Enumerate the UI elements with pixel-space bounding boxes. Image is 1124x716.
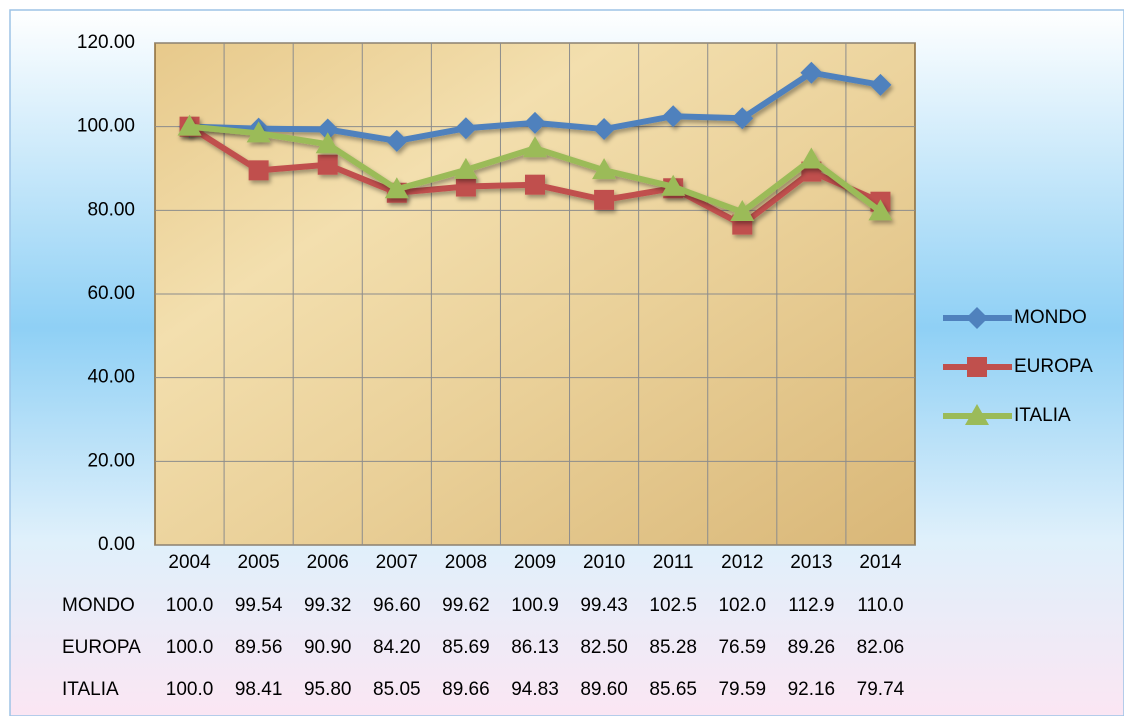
marker [246, 121, 271, 143]
y-tick-label: 40.00 [87, 367, 135, 388]
table-value: 89.26 [788, 637, 836, 658]
table-value: 99.54 [235, 595, 283, 616]
y-tick-label: 60.00 [87, 283, 135, 304]
x-tick-label: 2010 [583, 552, 625, 573]
marker [317, 154, 338, 175]
x-tick-label: 2005 [237, 552, 279, 573]
table-value: 100.0 [166, 679, 214, 700]
table-value: 86.13 [511, 637, 559, 658]
table-value: 98.41 [235, 679, 283, 700]
table-value: 85.05 [373, 679, 421, 700]
marker [315, 132, 340, 154]
table-value: 85.28 [649, 637, 697, 658]
marker [730, 200, 755, 222]
table-value: 85.65 [649, 679, 697, 700]
x-tick-label: 2013 [790, 552, 832, 573]
legend-label: MONDO [1014, 307, 1087, 328]
marker [800, 61, 823, 84]
table-value: 82.06 [857, 637, 905, 658]
table-value: 85.69 [442, 637, 490, 658]
marker [731, 107, 754, 130]
table-value: 99.32 [304, 595, 352, 616]
table-value: 89.60 [580, 679, 628, 700]
table-value: 102.0 [718, 595, 766, 616]
table-value: 95.80 [304, 679, 352, 700]
table-value: 99.43 [580, 595, 628, 616]
marker [177, 114, 202, 136]
marker [869, 73, 892, 96]
marker [384, 177, 409, 199]
marker [455, 176, 476, 197]
table-value: 89.66 [442, 679, 490, 700]
x-tick-label: 2006 [307, 552, 349, 573]
legend-label: ITALIA [1014, 405, 1071, 426]
marker [799, 147, 824, 169]
x-tick-label: 2007 [376, 552, 418, 573]
legend-item: ITALIA [943, 404, 1071, 426]
table-row-label: MONDO [62, 595, 135, 616]
marker [524, 111, 546, 134]
marker [593, 118, 616, 141]
table-value: 79.59 [718, 679, 766, 700]
table-value: 99.62 [442, 595, 490, 616]
table-value: 84.20 [373, 637, 421, 658]
marker [592, 158, 617, 180]
table-value: 94.83 [511, 679, 559, 700]
y-tick-label: 120.00 [77, 32, 135, 53]
table-value: 110.0 [857, 595, 903, 616]
legend-item: EUROPA [943, 356, 1093, 377]
marker [525, 174, 545, 195]
marker [453, 157, 478, 179]
y-tick-label: 0.00 [98, 534, 135, 555]
y-tick-label: 20.00 [87, 450, 135, 471]
table-value: 79.74 [857, 679, 905, 700]
table-row-label: ITALIA [62, 679, 119, 700]
x-tick-label: 2014 [859, 552, 902, 573]
table-row-label: EUROPA [62, 637, 141, 658]
table-value: 100.0 [166, 637, 214, 658]
marker [966, 307, 988, 329]
table-value: 96.60 [373, 595, 421, 616]
x-tick-label: 2011 [653, 552, 694, 573]
marker [523, 136, 547, 158]
table-value: 92.16 [788, 679, 836, 700]
y-tick-label: 100.00 [77, 116, 135, 137]
legend-item: MONDO [943, 307, 1087, 329]
y-tick-label: 80.00 [87, 199, 135, 220]
marker [316, 118, 339, 141]
marker [594, 189, 615, 210]
table-value: 90.90 [304, 637, 352, 658]
table-value: 100.0 [166, 595, 214, 616]
table-value: 82.50 [580, 637, 628, 658]
marker [965, 404, 989, 425]
table-value: 100.9 [511, 595, 559, 616]
series [177, 114, 893, 222]
marker [385, 129, 408, 152]
marker [868, 199, 893, 221]
marker [662, 105, 685, 128]
legend-label: EUROPA [1014, 356, 1093, 377]
marker [248, 160, 269, 181]
x-tick-label: 2012 [721, 552, 763, 573]
x-tick-label: 2008 [445, 552, 487, 573]
marker [661, 174, 686, 196]
table-value: 89.56 [235, 637, 283, 658]
marker [967, 357, 987, 377]
table-value: 76.59 [718, 637, 766, 658]
table-value: 112.9 [788, 595, 834, 616]
marker [454, 117, 477, 140]
x-tick-label: 2009 [514, 552, 556, 573]
x-tick-label: 2004 [168, 552, 211, 573]
table-value: 102.5 [649, 595, 697, 616]
